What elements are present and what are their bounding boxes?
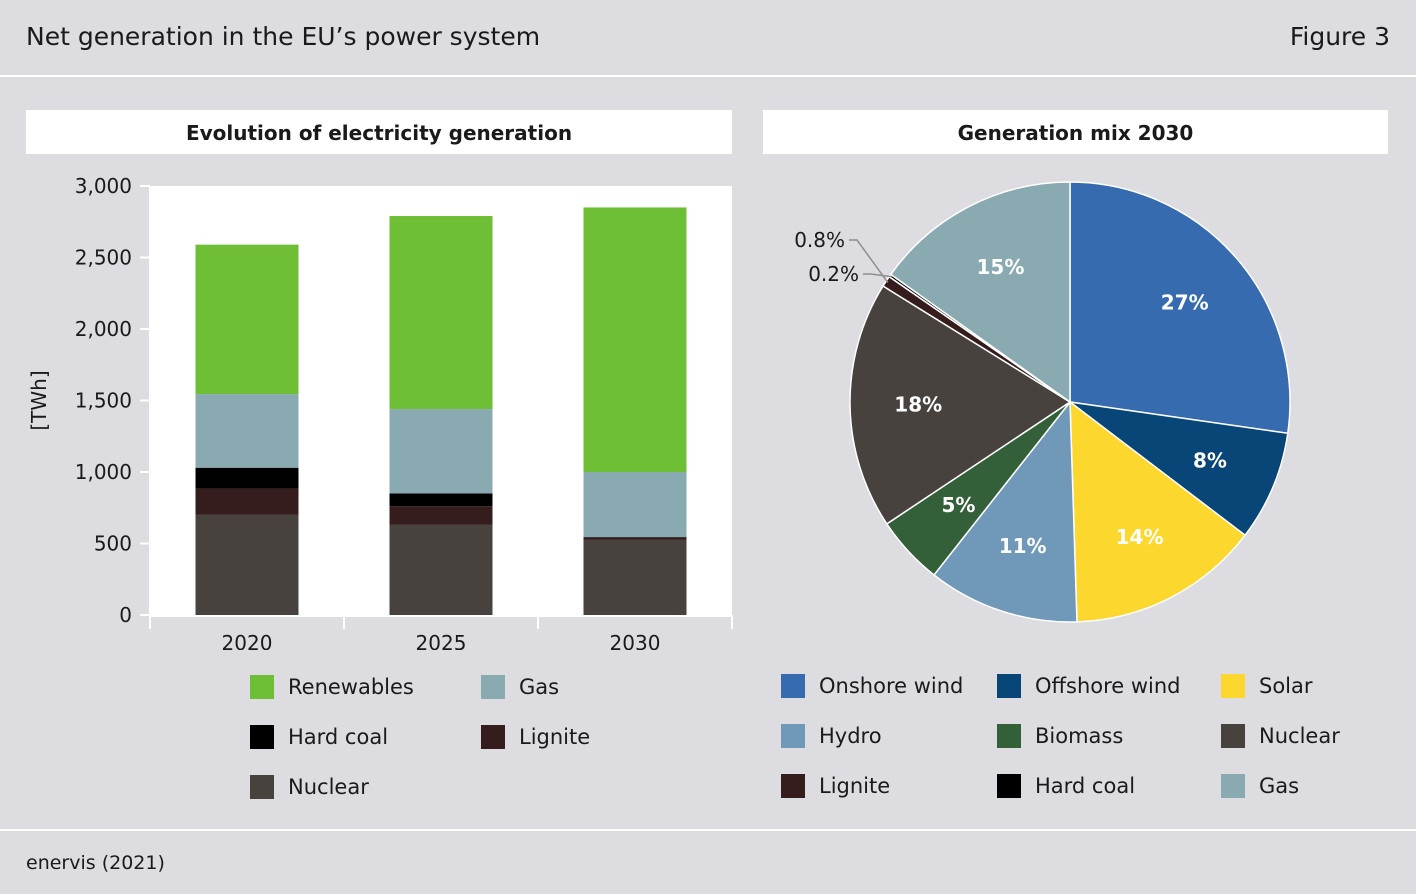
y-tick-label: 1,000 [75,460,132,484]
legend-label: Gas [519,675,560,699]
y-tick-label: 0 [119,603,132,627]
slice-hydro [932,399,1078,623]
slice-solar [1069,400,1247,623]
y-tick-label: 2,000 [75,317,132,341]
legend-label: Nuclear [1259,724,1340,748]
legend-label: Onshore wind [819,674,964,698]
pie-legend-item-biomass: Biomass [997,723,1123,749]
bar-2030-gas [583,472,687,538]
x-tick-label: 2030 [610,631,661,650]
legend-swatch [781,774,805,798]
legend-item-hard-coal: Hard coal [250,724,388,750]
pie-legend-item-hard-coal: Hard coal [997,773,1135,799]
slice-onshore-wind [1069,181,1291,435]
bar-2020-lignite [195,488,299,515]
legend-item-renewables: Renewables [250,674,414,700]
legend-item-gas: Gas [481,674,559,700]
legend-swatch [481,725,505,749]
bar-2025-renewables [389,216,493,410]
legend-label: Gas [1259,774,1300,798]
slice-nuclear [849,284,1072,525]
legend-label: Nuclear [288,775,369,799]
bar-2030-nuclear [583,539,687,615]
footer-divider [0,829,1416,831]
bar-2030-renewables [583,207,687,472]
y-tick-label: 1,500 [75,389,132,413]
pie-chart-title: Generation mix 2030 [763,110,1388,154]
slice-label-offshore-wind: 8% [1193,449,1227,473]
bar-2020-gas [195,394,299,468]
y-tick-label: 3,000 [75,174,132,198]
x-tick-label: 2020 [222,631,273,650]
y-axis-title: [TWh] [27,370,51,430]
slice-label-solar: 14% [1116,525,1164,549]
legend-swatch [1221,724,1245,748]
slice-label-gas: 15% [977,255,1025,279]
legend-swatch [250,775,274,799]
legend-item-lignite: Lignite [481,724,590,750]
legend-label: Hard coal [1035,774,1136,798]
pie-legend-item-onshore-wind: Onshore wind [781,673,963,699]
leader-line [849,239,889,283]
legend-swatch [781,674,805,698]
legend-label: Hydro [819,724,882,748]
legend-swatch [481,675,505,699]
y-tick-label: 2,500 [75,246,132,270]
bar-chart-title: Evolution of electricity generation [26,110,732,154]
legend-label: Lignite [519,725,591,749]
legend-label: Solar [1259,674,1313,698]
header-divider [0,75,1416,77]
bar-chart: 0 500 1,000 1,500 2,000 2,500 3,000 [TWh] 2020 20… [27,174,733,650]
bar-2020-renewables [195,244,299,395]
bar-2025-gas [389,409,493,494]
legend-swatch [1221,774,1245,798]
bar-2020-hard-coal [195,467,299,489]
bar-2030-lignite [583,537,687,540]
leader-line [863,273,892,278]
pie-legend-item-offshore-wind: Offshore wind [997,673,1181,699]
legend-item-nuclear: Nuclear [250,774,369,800]
legend-swatch [1221,674,1245,698]
figure-title: Net generation in the EU’s power system [26,22,541,51]
legend-label: Lignite [819,774,891,798]
pie-legend-item-nuclear: Nuclear [1221,723,1340,749]
bar-2025-nuclear [389,524,493,615]
legend-swatch [250,725,274,749]
figure-number: Figure 3 [1289,22,1390,51]
y-tick-label: 500 [94,532,132,556]
slice-label-lignite: 0.8% [794,228,845,252]
slice-gas [889,181,1071,404]
bar-2025-lignite [389,506,493,525]
slice-offshore-wind [1067,400,1289,537]
legend-swatch [997,774,1021,798]
legend-swatch [781,724,805,748]
bar-2025-hard-coal [389,493,493,507]
pie-chart: 27% 8% 14% 11% 5% 18% 0.8% 0.2% 15% [794,181,1291,623]
pie-legend-item-solar: Solar [1221,673,1313,699]
legend-swatch [997,674,1021,698]
bar-2020-nuclear [195,514,299,615]
legend-label: Offshore wind [1035,674,1181,698]
slice-label-nuclear: 18% [894,392,942,416]
legend-label: Renewables [288,675,414,699]
pie-legend-item-gas: Gas [1221,773,1299,799]
pie-legend-item-lignite: Lignite [781,773,890,799]
bar-2030-hard-coal [583,537,687,538]
slice-label-hydro: 11% [999,534,1047,558]
legend-swatch [997,724,1021,748]
slice-label-onshore-wind: 27% [1161,291,1209,315]
legend-label: Hard coal [288,725,389,749]
x-tick-label: 2025 [416,631,467,650]
source-note: enervis (2021) [26,852,165,874]
legend-label: Biomass [1035,724,1124,748]
slice-label-biomass: 5% [942,493,976,517]
legend-swatch [250,675,274,699]
pie-legend-item-hydro: Hydro [781,723,882,749]
slice-label-hard-coal: 0.2% [808,262,859,286]
